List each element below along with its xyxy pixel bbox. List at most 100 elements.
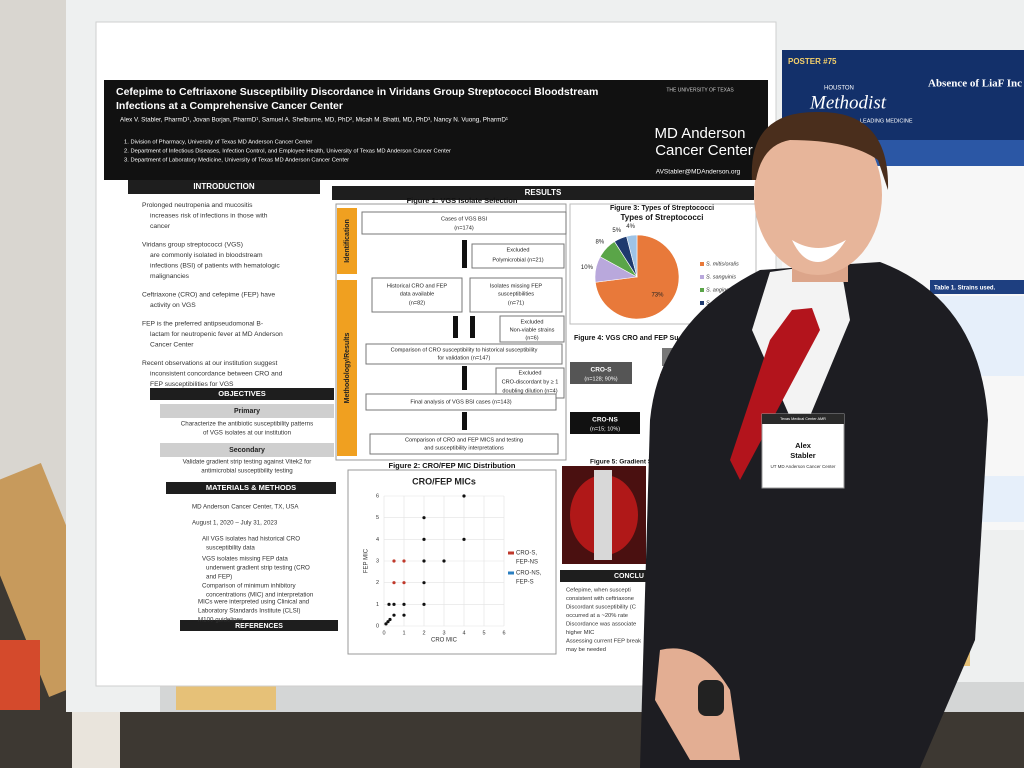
data-point bbox=[462, 537, 466, 541]
pie-slice bbox=[626, 234, 638, 278]
cro-s-box bbox=[570, 362, 632, 384]
intro-text: FEP is the preferred antipseudomonal B- bbox=[142, 320, 263, 327]
legend-label: S. sanguinis bbox=[706, 274, 736, 280]
flow-text: CRO-discordant by ≥ 1 bbox=[502, 379, 559, 385]
intro-text: Ceftriaxone (CRO) and cefepime (FEP) hav… bbox=[142, 291, 275, 298]
legend-swatch bbox=[508, 571, 514, 575]
data-label: 10% bbox=[581, 265, 594, 271]
methods-text: MICs were interpreted using Clinical and bbox=[198, 599, 310, 606]
flow-text: Polymicrobial (n=21) bbox=[492, 257, 543, 263]
figure-caption: Figure 1: VGS Isolate Selection bbox=[407, 196, 518, 205]
methods-text: August 1, 2020 – July 31, 2023 bbox=[192, 520, 278, 527]
section-heading: OBJECTIVES bbox=[218, 389, 266, 398]
intro-text: Recent observations at our institution s… bbox=[142, 360, 277, 367]
methods-header bbox=[166, 482, 336, 494]
y-tick-label: 1 bbox=[376, 602, 379, 608]
legend-swatch bbox=[700, 275, 704, 279]
methods-text: Comparison of minimum inhibitory bbox=[202, 583, 296, 590]
flow-text: Excluded bbox=[518, 370, 541, 376]
badge-event: Texas Medical Center AMR bbox=[780, 417, 826, 421]
x-tick-label: 5 bbox=[482, 630, 485, 636]
intro-text: cancer bbox=[150, 223, 171, 230]
y-tick-label: 2 bbox=[376, 580, 379, 586]
x-axis-label: CRO MIC bbox=[431, 638, 458, 644]
flow-text: Cases of VGS BSI bbox=[441, 216, 487, 222]
x-tick-label: 3 bbox=[442, 630, 445, 636]
badge-org: UT MD Anderson Cancer Center bbox=[771, 464, 836, 469]
x-tick-label: 0 bbox=[382, 630, 385, 636]
data-point bbox=[386, 620, 390, 624]
x-tick-label: 6 bbox=[502, 630, 505, 636]
methods-text: VGS isolates missing FEP data bbox=[202, 556, 288, 563]
intro-text: inconsistent concordance between CRO and bbox=[150, 370, 283, 377]
legend-label: FEP-NS bbox=[516, 560, 538, 566]
conclusion-text: higher MIC bbox=[566, 630, 594, 636]
methods-text: and FEP) bbox=[206, 574, 232, 581]
intro-text: lactam for neutropenic fever at MD Ander… bbox=[150, 331, 283, 338]
y-tick-label: 3 bbox=[376, 558, 379, 564]
intro-header bbox=[128, 180, 320, 194]
data-point bbox=[422, 559, 426, 563]
affiliation: 3. Department of Laboratory Medicine, Un… bbox=[124, 158, 349, 164]
flow-text: Comparison of CRO and FEP MICS and testi… bbox=[405, 437, 523, 443]
methods-text: All VGS isolates had historical CRO bbox=[202, 536, 300, 543]
section-heading: MATERIALS & METHODS bbox=[206, 483, 296, 492]
cro-ns-box bbox=[570, 412, 640, 434]
box-label: CRO-NS bbox=[592, 417, 618, 424]
conclusions-header bbox=[560, 570, 660, 582]
flow-text: (n=71) bbox=[508, 300, 524, 306]
box-label: CRO-S bbox=[591, 367, 613, 374]
subheading: Secondary bbox=[229, 447, 265, 454]
x-tick-label: 1 bbox=[402, 630, 405, 636]
band-label: Methodology/Results bbox=[344, 333, 351, 404]
methods-text: susceptibility data bbox=[206, 545, 255, 552]
data-point bbox=[422, 581, 426, 585]
section-heading: RESULTS bbox=[525, 188, 562, 197]
methods-text: Laboratory Standards Institute (CLSI) bbox=[198, 608, 301, 615]
subheading: Primary bbox=[234, 408, 260, 415]
title-banner bbox=[104, 80, 768, 180]
flow-text: (n=6) bbox=[525, 335, 538, 341]
flow-text: data available bbox=[400, 291, 435, 297]
gradient-strip bbox=[594, 470, 612, 560]
red-bag bbox=[0, 640, 40, 710]
legend-label: S. mitis/oralis bbox=[706, 261, 739, 267]
data-point bbox=[422, 602, 426, 606]
data-point bbox=[402, 602, 406, 606]
conclusion-text: Cefepime, when suscepti bbox=[566, 588, 631, 594]
flow-text: susceptibilities bbox=[498, 291, 534, 297]
legend-swatch bbox=[700, 262, 704, 266]
conclusion-text: may be needed bbox=[566, 647, 606, 653]
data-label: 4% bbox=[626, 224, 635, 230]
primary-band bbox=[160, 404, 334, 418]
flow-boxes bbox=[361, 211, 567, 455]
person bbox=[640, 111, 988, 768]
data-point bbox=[384, 622, 388, 626]
logo: MD Anderson bbox=[655, 125, 746, 142]
hospital-logo: Methodist bbox=[809, 92, 887, 113]
affiliation: 1. Division of Pharmacy, University of T… bbox=[124, 140, 312, 146]
poster-title: Infections at a Comprehensive Cancer Cen… bbox=[116, 100, 343, 112]
hospital-logo: LEADING MEDICINE bbox=[860, 118, 913, 124]
data-point bbox=[402, 559, 406, 563]
objective-text: Validate gradient strip testing against … bbox=[183, 459, 312, 466]
flow-text: (n=82) bbox=[409, 300, 425, 306]
figure-frame bbox=[347, 469, 557, 655]
conclusion-text: Assessing current FEP break bbox=[566, 639, 641, 645]
flow-text: Excluded bbox=[520, 319, 543, 325]
objective-text: antimicrobial susceptibility testing bbox=[201, 468, 293, 475]
objective-text: of VGS isolates at our institution bbox=[203, 430, 292, 437]
legend-swatch bbox=[508, 551, 514, 555]
email: AVStabler@MDAnderson.org bbox=[656, 169, 741, 176]
data-point bbox=[402, 581, 406, 585]
y-axis-label: FEP MIC bbox=[364, 548, 370, 573]
data-point bbox=[392, 581, 396, 585]
badge-name: Stabler bbox=[790, 451, 816, 460]
intro-text: Viridans group streptococci (VGS) bbox=[142, 241, 243, 248]
section-heading: REFERENCES bbox=[235, 623, 283, 630]
identification-band bbox=[337, 208, 357, 274]
references-header bbox=[180, 620, 338, 631]
figure-caption: Figure 2: CRO/FEP MIC Distribution bbox=[389, 461, 516, 470]
conclusion-text: consistent with ceftriaxone bbox=[566, 596, 634, 602]
methods-text: underwent gradient strip testing (CRO bbox=[206, 565, 310, 572]
